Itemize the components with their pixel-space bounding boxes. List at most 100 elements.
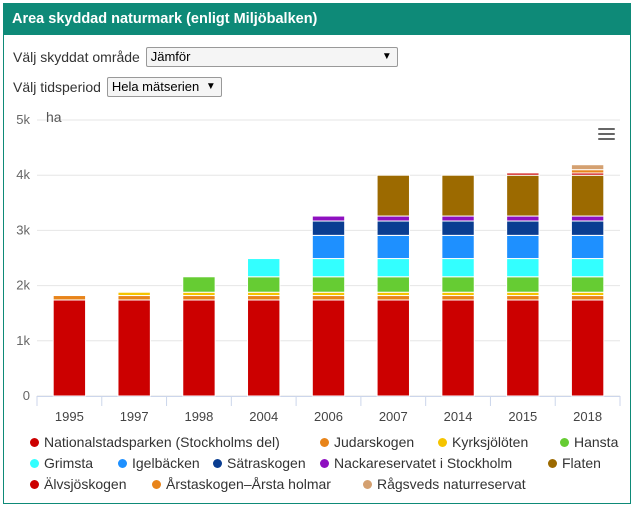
panel-title: Area skyddad naturmark (enligt Miljöbalk… — [12, 11, 318, 27]
hamburger-menu-icon[interactable] — [598, 128, 615, 142]
bar-segment[interactable] — [376, 215, 410, 222]
bar-segment[interactable] — [506, 299, 540, 397]
bar-segment[interactable] — [506, 172, 540, 176]
x-tick-label: 2018 — [573, 409, 602, 424]
legend-marker-icon — [320, 458, 329, 468]
bar-segment[interactable] — [570, 220, 605, 236]
bar-segment[interactable] — [441, 276, 475, 293]
bar-segment[interactable] — [52, 299, 87, 397]
bar-segment[interactable] — [506, 220, 540, 236]
bar-segment[interactable] — [52, 295, 87, 301]
bar-segment[interactable] — [506, 295, 540, 301]
legend-item[interactable]: Nationalstadsparken (Stockholms del) — [30, 434, 280, 450]
bar-segment[interactable] — [570, 258, 605, 278]
bar-segment[interactable] — [506, 215, 540, 222]
bar-segment[interactable] — [117, 299, 151, 397]
period-select[interactable]: Hela mätserien ▼ — [106, 77, 222, 97]
legend-label: Kyrksjölöten — [452, 434, 529, 450]
legend-marker-icon — [320, 437, 329, 447]
bar-segment[interactable] — [247, 276, 281, 293]
x-tick-label: 2014 — [444, 409, 473, 424]
bar-segment[interactable] — [441, 220, 475, 236]
x-tick-label: 1995 — [55, 409, 84, 424]
x-tick-label: 2015 — [508, 409, 537, 424]
bar-segment[interactable] — [182, 295, 216, 301]
legend-item[interactable]: Igelbäcken — [118, 455, 200, 471]
period-select-label: Välj tidsperiod — [13, 79, 101, 95]
bar-segment[interactable] — [117, 295, 151, 301]
legend-item[interactable]: Nackareservatet i Stockholm — [320, 455, 512, 471]
bar-segment[interactable] — [376, 258, 410, 278]
x-tick-label: 2004 — [249, 409, 278, 424]
bar-segment[interactable] — [311, 215, 346, 222]
bar-segment[interactable] — [506, 234, 540, 260]
bar-segment[interactable] — [247, 258, 281, 278]
bar-segment[interactable] — [506, 276, 540, 293]
area-select[interactable]: Jämför ▼ — [145, 47, 398, 67]
legend-marker-icon — [118, 458, 127, 468]
legend-marker-icon — [152, 479, 161, 489]
bar-segment[interactable] — [311, 220, 346, 236]
legend-label: Hansta — [574, 434, 619, 450]
bar-segment[interactable] — [570, 174, 605, 217]
legend-label: Flaten — [562, 455, 601, 471]
bar-segment[interactable] — [311, 299, 346, 397]
bar-segment[interactable] — [311, 258, 346, 278]
bar-segment[interactable] — [441, 234, 475, 260]
bar-segment[interactable] — [247, 295, 281, 301]
bar-segment[interactable] — [506, 174, 540, 217]
legend-item[interactable]: Kyrksjölöten — [438, 434, 528, 450]
legend-item[interactable]: Rågsveds naturreservat — [363, 476, 526, 492]
legend-label: Älvsjöskogen — [44, 476, 127, 492]
bar-segment[interactable] — [311, 295, 346, 301]
bar-segment[interactable] — [376, 174, 410, 217]
legend-label: Nationalstadsparken (Stockholms del) — [44, 434, 280, 450]
legend-item[interactable]: Grimsta — [30, 455, 93, 471]
bar-segment[interactable] — [570, 276, 605, 293]
area-selector-row: Välj skyddat område Jämför ▼ — [13, 47, 398, 67]
legend-item[interactable]: Hansta — [560, 434, 618, 450]
bar-segment[interactable] — [182, 276, 216, 293]
legend-marker-icon — [30, 458, 39, 468]
legend-item[interactable]: Judarskogen — [320, 434, 414, 450]
bar-segment[interactable] — [376, 276, 410, 293]
period-selector-row: Välj tidsperiod Hela mätserien ▼ — [13, 77, 222, 97]
bar-segment[interactable] — [376, 295, 410, 301]
bar-segment[interactable] — [117, 291, 151, 297]
x-tick-label: 2007 — [379, 409, 408, 424]
bar-segment[interactable] — [441, 174, 475, 217]
bar-segment[interactable] — [441, 215, 475, 222]
bar-segment[interactable] — [311, 234, 346, 260]
legend-marker-icon — [363, 479, 372, 489]
bar-segment[interactable] — [570, 164, 605, 171]
bar-segment[interactable] — [376, 299, 410, 397]
y-tick-label: 2k — [16, 278, 30, 293]
bar-segment[interactable] — [570, 234, 605, 260]
bar-segment[interactable] — [570, 295, 605, 301]
bar-segment[interactable] — [441, 258, 475, 278]
bar-segment[interactable] — [376, 234, 410, 260]
bar-segment[interactable] — [570, 215, 605, 222]
bar-segment[interactable] — [182, 299, 216, 397]
bar-segment[interactable] — [506, 258, 540, 278]
legend-item[interactable]: Flaten — [548, 455, 601, 471]
bar-segment[interactable] — [376, 220, 410, 236]
area-select-value: Jämför — [150, 49, 191, 64]
bar-segment[interactable] — [441, 295, 475, 301]
bar-segment[interactable] — [247, 299, 281, 397]
bar-segment[interactable] — [570, 299, 605, 397]
legend-item[interactable]: Sätraskogen — [213, 455, 306, 471]
legend-marker-icon — [30, 437, 39, 447]
legend-item[interactable]: Årstaskogen–Årsta holmar — [152, 476, 331, 492]
x-tick-label: 1997 — [120, 409, 149, 424]
bar-segment[interactable] — [441, 299, 475, 397]
stacked-bar-chart: 0 1k 2k 3k 4k 5k ha 1995 1997 1998 2004 2006 2007 201… — [16, 109, 621, 424]
legend-label: Judarskogen — [334, 434, 415, 450]
y-tick-label: 1k — [16, 333, 30, 348]
y-tick-label: 5k — [16, 112, 30, 127]
legend-marker-icon — [213, 458, 222, 468]
bar-segment[interactable] — [311, 276, 346, 293]
legend-item[interactable]: Älvsjöskogen — [30, 476, 127, 492]
y-tick-label: 0 — [23, 388, 30, 403]
chart-panel: Area skyddad naturmark (enligt Miljöbalk… — [3, 3, 631, 504]
